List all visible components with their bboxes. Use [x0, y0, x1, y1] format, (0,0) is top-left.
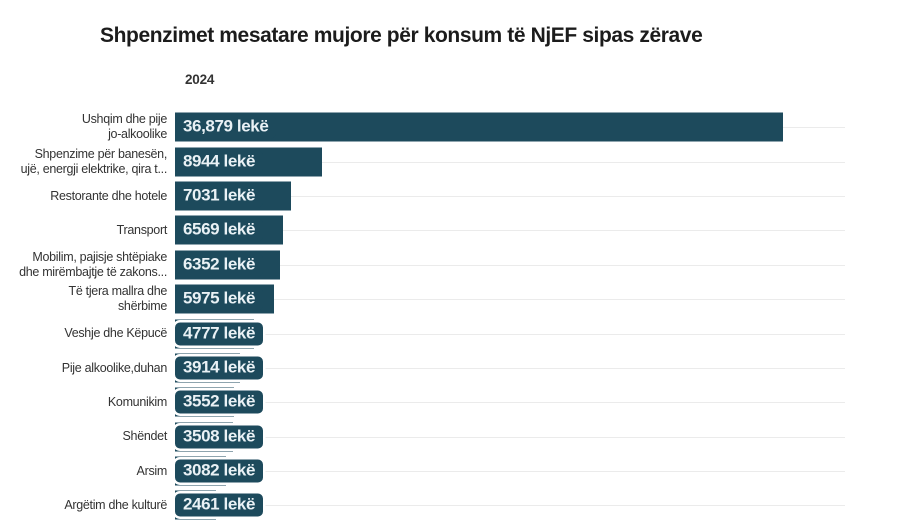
category-label: Komunikim	[107, 394, 167, 409]
category-label: Shpenzime për banesën, ujë, energji elekt…	[20, 146, 168, 176]
bar-row: Veshje dhe Këpucë 4777 lekë	[5, 316, 845, 350]
value-label: 7031 lekë	[175, 184, 264, 208]
bar-row: Pije alkoolike,duhan 3914 lekë	[5, 351, 845, 385]
row-gridline	[175, 402, 845, 404]
value-label: 6352 lekë	[175, 253, 264, 277]
bar-cell: 3508 lekë	[175, 420, 845, 454]
value-label: 3508 lekë	[175, 425, 264, 449]
value-label: 4777 lekë	[175, 322, 264, 346]
year-label: 2024	[185, 72, 215, 87]
category-label: Ushqim dhe pije jo-alkoolike	[81, 112, 167, 142]
value-label: 3914 lekë	[175, 356, 264, 380]
bar-cell: 5975 lekë	[175, 282, 845, 316]
bar-cell: 3914 lekë	[175, 351, 845, 385]
row-gridline	[175, 264, 845, 266]
bar-row: Komunikim 3552 lekë	[5, 385, 845, 419]
bar-row: Shëndet 3508 lekë	[5, 420, 845, 454]
row-gridline	[175, 195, 845, 197]
row-gridline	[175, 436, 845, 438]
bar-cell: 3552 lekë	[175, 385, 845, 419]
category-label: Të tjera mallra dhe shërbime	[68, 284, 167, 314]
bar-cell: 7031 lekë	[175, 179, 845, 213]
bar-row: Argëtim dhe kulturë 2461 lekë	[5, 488, 845, 522]
row-gridline	[175, 161, 845, 163]
bar-row: Shpenzime për banesën, ujë, energji elekt…	[5, 144, 845, 178]
category-label: Veshje dhe Këpucë	[64, 326, 167, 341]
bar-cell: 6569 lekë	[175, 213, 845, 247]
bar-row: Transport 6569 lekë	[5, 213, 845, 247]
bar-cell: 36,879 lekë	[175, 110, 845, 144]
category-label: Transport	[116, 222, 168, 237]
value-label: 8944 lekë	[175, 150, 264, 174]
bar-row: Ushqim dhe pije jo-alkoolike 36,879 lekë	[5, 110, 845, 144]
row-gridline	[175, 505, 845, 507]
chart-title: Shpenzimet mesatare mujore për konsum të…	[100, 24, 703, 47]
bar	[175, 112, 783, 142]
row-gridline	[175, 299, 845, 301]
bar-cell: 3082 lekë	[175, 454, 845, 488]
row-gridline	[175, 471, 845, 473]
value-label: 5975 lekë	[175, 287, 264, 311]
bar-row: Të tjera mallra dhe shërbime 5975 lekë	[5, 282, 845, 316]
row-gridline	[175, 333, 845, 335]
value-label: 3552 lekë	[175, 390, 264, 414]
bar-row: Mobilim, pajisje shtëpiake dhe mirëmbajtj…	[5, 248, 845, 282]
bar-row: Restorante dhe hotele 7031 lekë	[5, 179, 845, 213]
value-label: 3082 lekë	[175, 459, 264, 483]
bar-cell: 2461 lekë	[175, 488, 845, 522]
bar-cell: 8944 lekë	[175, 144, 845, 178]
row-gridline	[175, 367, 845, 369]
category-label: Arsim	[136, 463, 168, 478]
bar-cell: 4777 lekë	[175, 316, 845, 350]
row-gridline	[175, 230, 845, 232]
category-label: Restorante dhe hotele	[50, 188, 167, 203]
value-label: 36,879 lekë	[175, 115, 277, 139]
value-label: 2461 lekë	[175, 493, 264, 517]
category-label: Mobilim, pajisje shtëpiake dhe mirëmbajtj…	[19, 250, 167, 279]
bar-row: Arsim 3082 lekë	[5, 454, 845, 488]
category-label: Argëtim dhe kulturë	[64, 498, 167, 513]
category-label: Shëndet	[122, 429, 168, 444]
bar-chart: Ushqim dhe pije jo-alkoolike 36,879 lekë Sh…	[5, 110, 845, 523]
category-label: Pije alkoolike,duhan	[61, 360, 168, 375]
bar-cell: 6352 lekë	[175, 248, 845, 282]
value-label: 6569 lekë	[175, 218, 264, 242]
